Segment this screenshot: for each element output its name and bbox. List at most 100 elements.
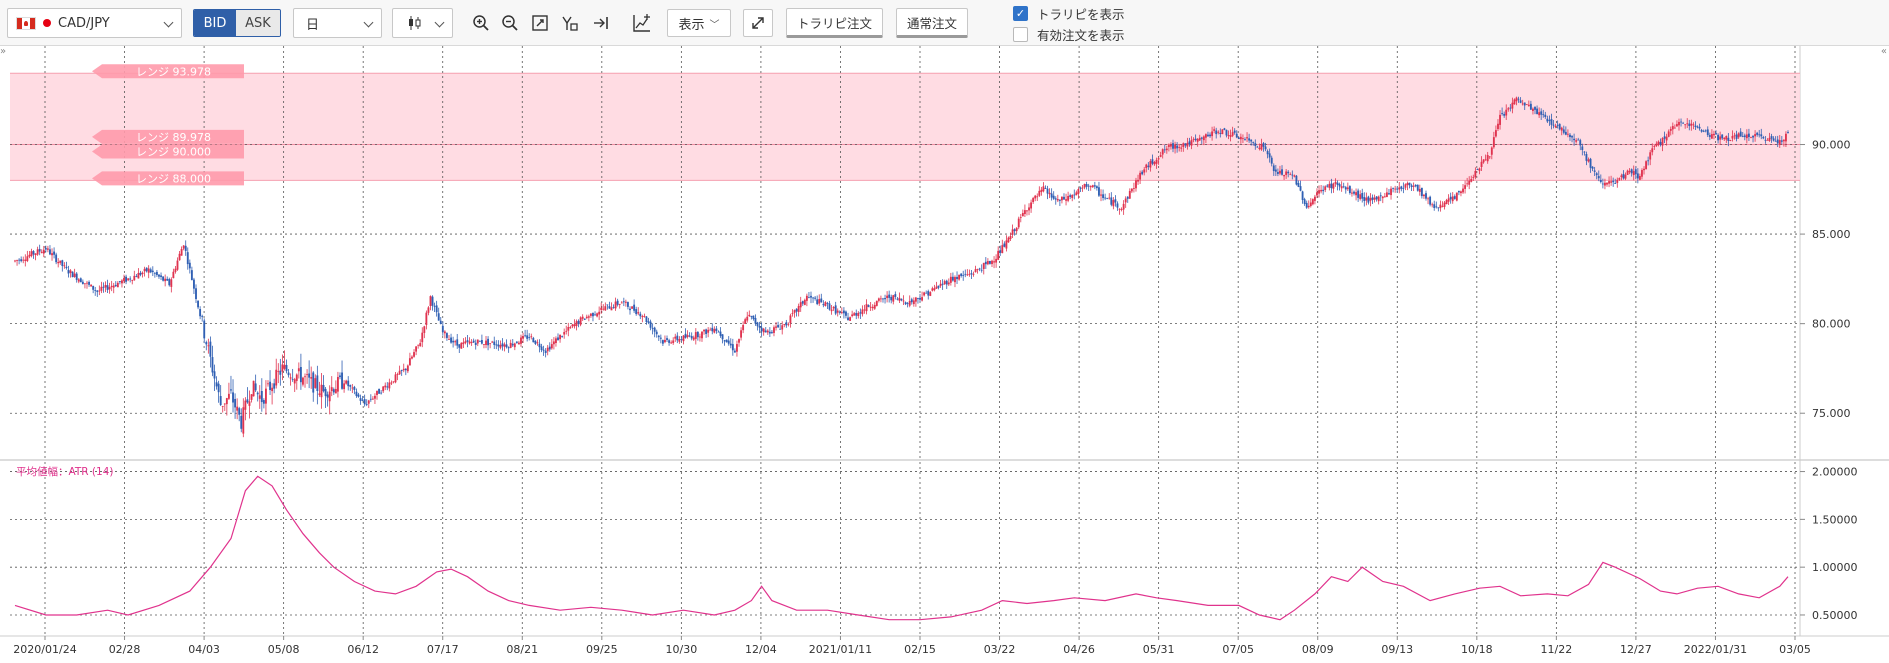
candle-body	[752, 315, 755, 319]
candle-body	[789, 315, 792, 324]
candle-body	[1593, 170, 1596, 172]
display-menu-button[interactable]: 表示 ﹀	[667, 9, 731, 37]
candle-body	[561, 336, 564, 337]
candle-body	[709, 329, 712, 331]
candle-body	[1595, 173, 1598, 176]
candle-body	[713, 329, 716, 333]
candle-body	[744, 319, 747, 325]
symbol-select[interactable]: CAD/JPY	[7, 8, 182, 38]
candle-body	[1246, 137, 1248, 139]
candle-body	[1145, 164, 1148, 169]
candle-body	[867, 305, 870, 307]
candle-body	[1124, 198, 1127, 203]
bid-button[interactable]: BID	[194, 10, 236, 36]
candle-body	[499, 344, 502, 348]
candle-body	[594, 314, 596, 316]
candle-body	[1476, 169, 1479, 171]
fullscreen-button[interactable]	[743, 9, 773, 37]
zoom-out-icon[interactable]	[497, 10, 522, 35]
candlestick-series[interactable]	[14, 96, 1789, 438]
candle-body	[1334, 181, 1337, 184]
atr-pane[interactable]	[10, 462, 1800, 636]
candle-body	[1760, 134, 1763, 137]
chart-type-select[interactable]	[392, 8, 453, 38]
collapse-right-icon[interactable]: «	[1880, 46, 1887, 57]
ask-button[interactable]: ASK	[236, 10, 280, 36]
candle-body	[736, 344, 738, 352]
show-active-orders-checkbox[interactable]: 有効注文を表示	[1013, 25, 1125, 44]
show-trapi-checkbox[interactable]: ✓ トラリピを表示	[1013, 4, 1125, 23]
candle-body	[1182, 143, 1185, 147]
chart-area[interactable]: 90.000 85.000 80.000 75.000 2.00000 1.50000 1.…	[0, 46, 1889, 663]
candle-body	[1710, 134, 1713, 139]
trendline-tool-icon[interactable]	[557, 10, 582, 35]
candle-body	[369, 398, 372, 400]
candle-body	[256, 392, 259, 395]
candle-body	[1747, 133, 1750, 138]
candle-body	[456, 339, 459, 346]
candle-body	[310, 377, 313, 379]
collapse-left-icon[interactable]: »	[0, 46, 7, 57]
trapi-order-button[interactable]: トラリピ注文	[786, 8, 884, 38]
candle-body	[139, 272, 142, 275]
candle-body	[388, 382, 391, 389]
candle-body	[1388, 193, 1390, 195]
candle-body	[44, 248, 47, 250]
scroll-to-latest-icon[interactable]	[588, 10, 613, 35]
candle-body	[40, 251, 43, 253]
range-tag[interactable]	[92, 64, 244, 79]
range-tag[interactable]	[92, 129, 244, 144]
normal-order-button[interactable]: 通常注文	[896, 8, 969, 38]
fit-icon[interactable]	[527, 10, 552, 35]
candle-body	[164, 278, 167, 282]
atr-y-tick-label: 0.50000	[1812, 609, 1858, 622]
candle-body	[232, 392, 234, 403]
candle-body	[1075, 192, 1078, 196]
candle-body	[1425, 193, 1427, 199]
candle-body	[1359, 194, 1362, 200]
candle-body	[764, 330, 767, 333]
candle-body	[1636, 173, 1639, 179]
zoom-in-icon[interactable]	[468, 10, 493, 35]
range-tag[interactable]	[92, 171, 244, 186]
candle-body	[884, 298, 886, 300]
candle-body	[441, 325, 444, 333]
range-tag-label: レンジ 93.978	[136, 65, 211, 78]
candle-body	[1093, 185, 1096, 187]
candle-body	[133, 275, 136, 281]
range-tag[interactable]	[92, 144, 244, 159]
candle-body	[633, 304, 636, 311]
candle-body	[1408, 182, 1411, 186]
candle-body	[450, 337, 452, 343]
candle-body	[1272, 165, 1275, 172]
candle-body	[1231, 132, 1234, 136]
candle-body	[1776, 139, 1779, 144]
candle-body	[832, 306, 835, 309]
indicator-add-icon[interactable]	[629, 10, 654, 35]
candle-body	[427, 307, 430, 313]
candle-body	[1209, 134, 1211, 137]
candle-body	[316, 375, 319, 391]
candle-body	[546, 347, 549, 352]
candle-body	[1299, 186, 1302, 191]
candle-body	[1017, 218, 1020, 228]
candle-body	[1671, 126, 1674, 130]
candle-body	[215, 382, 218, 387]
candle-body	[462, 342, 465, 345]
candle-body	[69, 270, 72, 273]
candle-body	[534, 340, 537, 344]
candle-body	[178, 253, 181, 261]
candle-body	[304, 376, 306, 378]
candle-body	[1601, 183, 1604, 185]
x-tick-label: 11/22	[1541, 643, 1573, 656]
candle-body	[1478, 168, 1481, 171]
candle-body	[888, 294, 891, 298]
candle-body	[826, 303, 829, 305]
price-chart[interactable]: 90.000 85.000 80.000 75.000 2.00000 1.50000 1.…	[0, 46, 1889, 663]
y-tick-label: 80.000	[1812, 318, 1851, 331]
period-select[interactable]: 日	[293, 8, 382, 38]
checkbox-unchecked-icon	[1013, 27, 1028, 42]
candle-body	[402, 368, 405, 371]
candle-body	[1276, 172, 1279, 174]
candle-body	[254, 383, 257, 391]
